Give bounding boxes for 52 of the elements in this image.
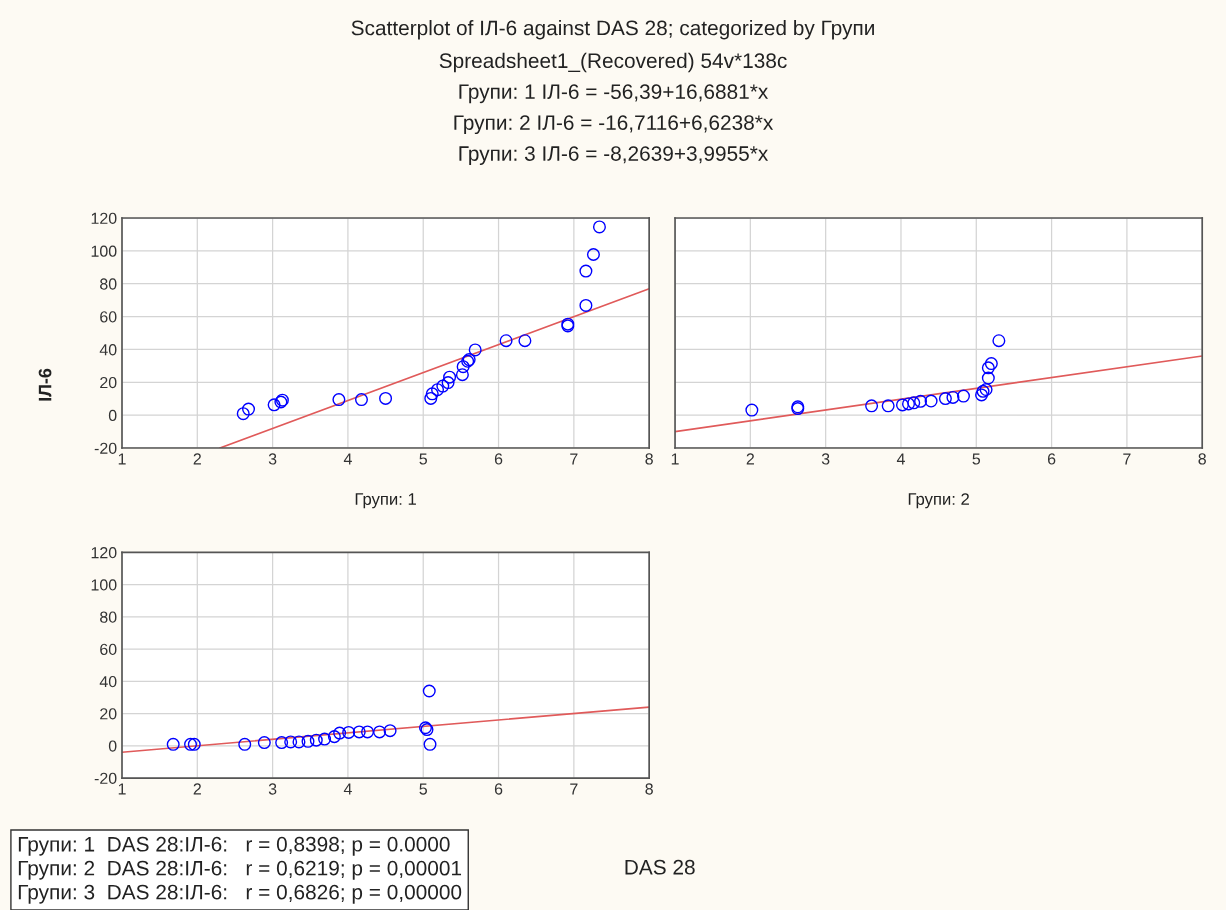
x-tick-label: 4 [343,453,352,465]
chart-title: Scatterplot of ІЛ-6 against DAS 28; categorized by Групи [351,20,874,40]
x-tick-label: 7 [1123,453,1131,465]
x-tick-label: 8 [645,783,653,795]
x-tick-label: 2 [746,453,754,465]
y-tick-label: -20 [94,442,117,454]
x-tick-label: 7 [570,783,578,795]
text: Групи: 3 ІЛ-6 = -8,2639+3,9955*x [459,146,769,166]
x-tick-label: 2 [193,453,201,465]
y-tick-label: 0 [108,409,117,422]
text: Групи: 2 ІЛ-6 = -16,7116+6,6238*x [454,115,774,135]
x-tick-label: 5 [972,453,981,465]
x-tick-label: 1 [671,453,679,465]
x-tick-label: 7 [570,453,578,465]
y-tick-label: 60 [100,643,117,656]
y-tick-label: 0 [108,740,117,752]
text: Групи: 1 DAS 28:ІЛ-6: r = 0,8398; p = 0.0000 [18,836,450,856]
x-tick-label: 8 [1198,453,1206,465]
y-tick-label: 120 [91,212,117,224]
x-tick-label: 1 [118,783,126,795]
text: Групи: 3 DAS 28:ІЛ-6: r = 0,6826; p = 0,00000 [18,884,462,904]
y-tick-label: 40 [99,344,117,356]
y-tick-label: -20 [94,772,117,784]
x-axis-title: Групи: 1 [355,493,416,509]
y-tick-label: 100 [91,579,117,591]
y-tick-label: 80 [100,611,117,623]
x-tick-label: 5 [419,783,427,795]
x-axis-title: DAS 28 [625,859,695,875]
x-tick-label: 3 [821,453,830,465]
y-axis-title: ІЛ-6 [38,368,52,401]
text: Групи: 1 ІЛ-6 = -56,39+16,6881*x [459,84,769,104]
x-axis-title: Групи: 2 [908,493,969,509]
y-tick-label: 100 [91,245,117,257]
x-tick-label: 2 [193,783,201,795]
x-tick-label: 4 [896,453,905,465]
x-tick-label: 3 [268,783,277,795]
y-tick-label: 20 [100,708,117,720]
x-tick-label: 5 [419,453,427,465]
y-tick-label: 20 [100,376,117,389]
y-tick-label: 60 [100,311,117,323]
y-tick-label: 80 [100,278,117,290]
x-tick-label: 6 [494,453,503,465]
x-tick-label: 6 [1047,453,1056,465]
text: Групи: 2 DAS 28:ІЛ-6: r = 0,6219; p = 0,00001 [18,860,462,880]
x-tick-label: 3 [268,453,277,465]
x-tick-label: 4 [343,783,352,795]
y-tick-label: 120 [91,547,117,559]
x-tick-label: 8 [645,453,653,465]
y-tick-label: 40 [99,675,117,688]
chart-subtitle: Spreadsheet1_(Recovered) 54v*138c [439,52,787,73]
x-tick-label: 6 [494,783,503,795]
x-tick-label: 1 [118,453,126,465]
